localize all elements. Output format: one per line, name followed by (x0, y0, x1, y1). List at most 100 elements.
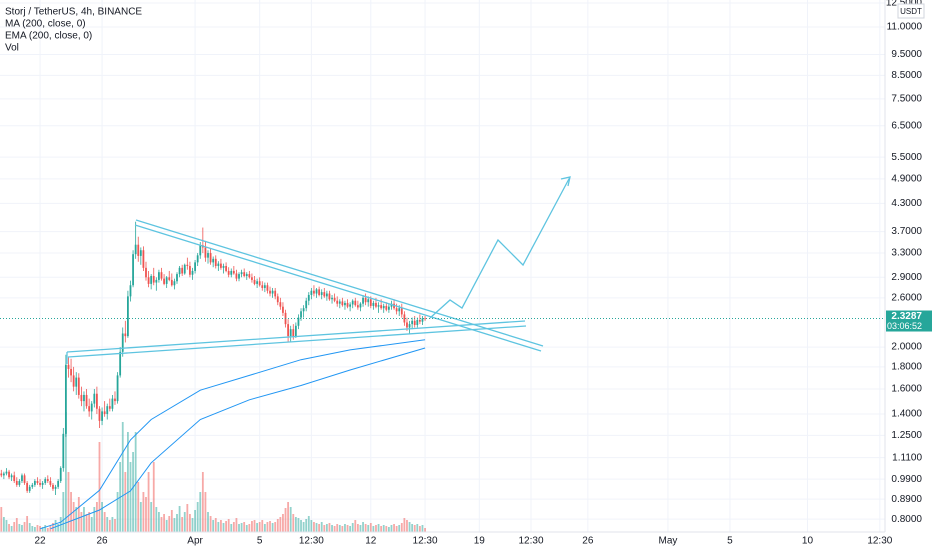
x-tick-label: 12:30 (299, 536, 324, 547)
volume-bar (173, 518, 176, 532)
volume-bar (217, 522, 220, 532)
volume-bar (227, 519, 230, 532)
y-tick-label: 2.9000 (891, 272, 922, 283)
candle-body (160, 272, 163, 279)
volume-bar (359, 525, 362, 532)
last-price-box (886, 310, 932, 332)
candle-body (155, 279, 158, 283)
candle-body (145, 267, 147, 278)
candle-body (220, 263, 222, 268)
candle-body (294, 325, 297, 337)
volume-bar (5, 520, 8, 532)
candle-body (274, 290, 277, 297)
candle-body (90, 403, 93, 412)
volume-bar (300, 520, 302, 532)
candle-body (5, 471, 8, 474)
candle-body (26, 482, 29, 491)
candle-body (170, 279, 173, 286)
indicator-line (39, 339, 426, 530)
candle-body (214, 258, 217, 267)
candle-body (341, 301, 344, 306)
y-tick-label: 1.6000 (891, 384, 922, 395)
candle-body (132, 254, 134, 286)
volume-bar (225, 521, 227, 532)
volume-bar (114, 519, 116, 532)
candle-body (362, 297, 364, 304)
volume-bar (85, 514, 88, 532)
candle-body (72, 375, 75, 387)
candle-body (302, 308, 305, 312)
candle-body (46, 479, 49, 482)
candle-body (222, 266, 225, 268)
volume-bar (232, 522, 235, 532)
volume-bar (362, 522, 364, 532)
x-tick-label: 5 (257, 536, 263, 547)
candle-body (106, 406, 109, 415)
volume-bar (191, 518, 194, 532)
candle-body (372, 302, 375, 306)
x-tick-label: Apr (187, 536, 203, 547)
candle-body (57, 481, 60, 487)
candle-body (351, 300, 354, 305)
candle-body (331, 297, 333, 300)
candle-body (292, 329, 295, 337)
candle-body (235, 273, 238, 279)
volume-bar (64, 412, 67, 532)
volume-bar (354, 520, 357, 532)
candle-body (387, 306, 390, 310)
trend-line (66, 320, 526, 353)
volume-bar (245, 525, 248, 532)
candle-body (305, 300, 308, 309)
candle-body (287, 324, 290, 337)
candle-body (279, 302, 282, 307)
volume-bar (284, 508, 287, 532)
volume-bar (70, 492, 72, 532)
volume-bar (139, 502, 142, 532)
candle-body (320, 292, 323, 295)
volume-bar (377, 524, 380, 532)
volume-pane (0, 412, 426, 532)
volume-bar (220, 520, 222, 532)
candle-body (209, 253, 212, 263)
candle-body (307, 294, 310, 301)
volume-bar (160, 517, 163, 532)
candle-body (240, 272, 243, 275)
volume-bar (111, 517, 114, 532)
candle-body (23, 475, 26, 483)
volume-bar (67, 472, 70, 532)
volume-bar (261, 520, 264, 532)
volume-bar (269, 521, 271, 532)
candle-body (256, 281, 259, 284)
candle-body (83, 394, 85, 402)
volume-bar (424, 528, 426, 532)
x-tick-label: May (658, 536, 677, 547)
volume-bar (49, 526, 52, 532)
volume-bar (46, 528, 49, 532)
volume-bar (54, 520, 57, 532)
y-tick-label: 11.0000 (887, 22, 923, 33)
volume-bar (80, 512, 83, 532)
candle-body (323, 292, 326, 297)
volume-bar (39, 526, 41, 532)
volume-bar (194, 510, 196, 532)
candle-body (289, 329, 292, 337)
volume-bar (413, 525, 416, 532)
volume-bar (28, 523, 31, 532)
volume-bar (302, 522, 305, 532)
volume-bar (33, 527, 36, 532)
candle-body (165, 277, 168, 284)
volume-bar (8, 524, 10, 532)
candle-body (85, 394, 88, 407)
volume-bar (318, 524, 321, 532)
volume-bar (147, 472, 150, 532)
volume-bar (44, 525, 47, 532)
volume-bar (310, 520, 313, 532)
volume-bar (276, 519, 279, 532)
volume-bar (266, 522, 269, 532)
volume-bar (349, 526, 352, 532)
candle-body (310, 290, 313, 295)
volume-bar (390, 525, 393, 532)
candle-body (251, 277, 253, 280)
candle-body (49, 481, 52, 485)
volume-bar (15, 518, 18, 532)
